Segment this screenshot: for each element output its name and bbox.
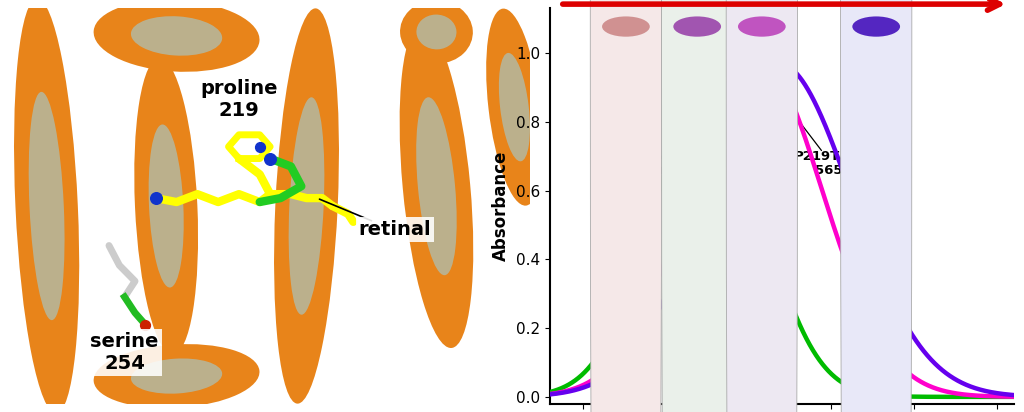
Point (147, 195, 164, 201)
Ellipse shape (852, 16, 900, 37)
FancyBboxPatch shape (841, 0, 911, 412)
Ellipse shape (602, 16, 650, 37)
Ellipse shape (131, 16, 222, 56)
Ellipse shape (14, 0, 79, 412)
Ellipse shape (93, 344, 259, 408)
FancyBboxPatch shape (726, 0, 798, 412)
Text: proline
219: proline 219 (200, 79, 278, 120)
Y-axis label: Absorbance: Absorbance (493, 151, 510, 261)
Ellipse shape (131, 358, 222, 394)
Point (137, 321, 154, 328)
Text: P219T
542 nm: P219T 542 nm (683, 149, 738, 177)
Text: serine
254: serine 254 (90, 332, 159, 373)
Ellipse shape (738, 16, 785, 37)
Ellipse shape (93, 0, 259, 72)
Text: S254A
544 nm: S254A 544 nm (731, 149, 786, 177)
Ellipse shape (274, 8, 339, 404)
Ellipse shape (416, 97, 457, 275)
Ellipse shape (148, 124, 183, 288)
Text: retinal: retinal (358, 220, 431, 239)
Ellipse shape (400, 0, 473, 63)
Ellipse shape (486, 9, 543, 206)
FancyBboxPatch shape (590, 0, 662, 412)
Ellipse shape (289, 97, 325, 315)
Point (262, 155, 279, 162)
Ellipse shape (674, 16, 721, 37)
Ellipse shape (399, 24, 473, 348)
Ellipse shape (499, 53, 530, 162)
FancyBboxPatch shape (662, 0, 733, 412)
Ellipse shape (417, 14, 457, 49)
Ellipse shape (29, 92, 65, 320)
Point (252, 143, 268, 150)
Text: KR2 WT
525 nm: KR2 WT 525 nm (616, 149, 675, 177)
Text: P219T/S254A
565 nm: P219T/S254A 565 nm (794, 149, 892, 177)
Ellipse shape (134, 58, 198, 354)
